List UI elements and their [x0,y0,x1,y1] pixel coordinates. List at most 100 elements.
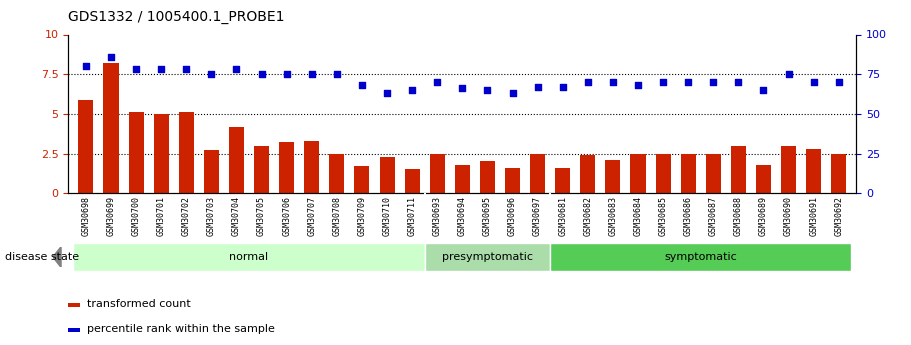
Point [782,71,796,77]
Text: GSM30682: GSM30682 [583,196,592,236]
Text: GSM30691: GSM30691 [809,196,818,236]
Bar [354,166,370,193]
Text: GSM30708: GSM30708 [333,196,342,236]
Point [606,79,620,85]
Point [630,82,645,88]
Bar [831,154,846,193]
Text: GSM30695: GSM30695 [483,196,492,236]
Text: GSM30685: GSM30685 [659,196,668,236]
Bar [404,169,420,193]
Bar [706,154,721,193]
Text: GSM30700: GSM30700 [131,196,140,236]
Point [656,79,670,85]
Text: GSM30702: GSM30702 [182,196,190,236]
Point [681,79,695,85]
Text: normal: normal [230,252,269,262]
Text: disease state: disease state [5,252,78,262]
Point [78,63,93,69]
Text: symptomatic: symptomatic [664,252,737,262]
Text: GSM30698: GSM30698 [81,196,90,236]
Bar [606,160,620,193]
Point [280,71,294,77]
Text: GSM30711: GSM30711 [407,196,416,236]
Point [756,87,771,93]
Bar [68,328,80,332]
Text: presymptomatic: presymptomatic [442,252,533,262]
Bar [505,168,520,193]
Bar [806,149,821,193]
Text: GSM30690: GSM30690 [784,196,793,236]
Text: GSM30697: GSM30697 [533,196,542,236]
Text: GSM30694: GSM30694 [458,196,466,236]
Bar [550,243,851,271]
Bar [229,127,244,193]
Bar [179,112,194,193]
Point [330,71,344,77]
Text: GSM30689: GSM30689 [759,196,768,236]
Bar [104,63,118,193]
Bar [555,168,570,193]
Point [179,67,193,72]
Point [154,67,169,72]
Bar [430,154,445,193]
Bar [530,154,545,193]
Bar [480,161,495,193]
Point [128,67,143,72]
Text: GSM30692: GSM30692 [834,196,844,236]
Bar [630,154,646,193]
Text: GSM30688: GSM30688 [734,196,742,236]
Text: GSM30703: GSM30703 [207,196,216,236]
Point [806,79,821,85]
Text: percentile rank within the sample: percentile rank within the sample [87,324,274,334]
Bar [731,146,746,193]
Bar [304,141,319,193]
Point [556,84,570,90]
Bar [455,165,470,193]
Text: GSM30693: GSM30693 [433,196,442,236]
Text: GDS1332 / 1005400.1_PROBE1: GDS1332 / 1005400.1_PROBE1 [68,10,285,24]
Bar [425,243,550,271]
Point [204,71,219,77]
Bar [279,142,294,193]
Point [480,87,495,93]
Text: GSM30681: GSM30681 [558,196,568,236]
Bar [329,154,344,193]
Bar [74,243,425,271]
Point [506,90,520,96]
Point [404,87,419,93]
Bar [681,154,696,193]
Text: GSM30709: GSM30709 [357,196,366,236]
Bar [781,146,796,193]
Text: GSM30699: GSM30699 [107,196,116,236]
Point [455,86,470,91]
Text: GSM30706: GSM30706 [282,196,292,236]
Point [380,90,394,96]
Point [530,84,545,90]
Point [354,82,369,88]
Text: GSM30704: GSM30704 [232,196,241,236]
Text: GSM30705: GSM30705 [257,196,266,236]
Point [104,54,118,59]
Point [706,79,721,85]
Text: GSM30684: GSM30684 [633,196,642,236]
Text: GSM30686: GSM30686 [683,196,692,236]
Text: GSM30710: GSM30710 [383,196,392,236]
Text: GSM30701: GSM30701 [157,196,166,236]
Point [832,79,846,85]
Bar [254,146,269,193]
Bar [380,157,394,193]
Bar [68,303,80,307]
Point [304,71,319,77]
Text: GSM30707: GSM30707 [307,196,316,236]
Text: GSM30696: GSM30696 [508,196,517,236]
Bar [580,155,596,193]
Point [430,79,445,85]
Point [254,71,269,77]
Bar [128,112,144,193]
Point [580,79,595,85]
Bar [656,154,670,193]
Bar [78,100,94,193]
Text: GSM30687: GSM30687 [709,196,718,236]
Bar [204,150,219,193]
Bar [154,114,169,193]
